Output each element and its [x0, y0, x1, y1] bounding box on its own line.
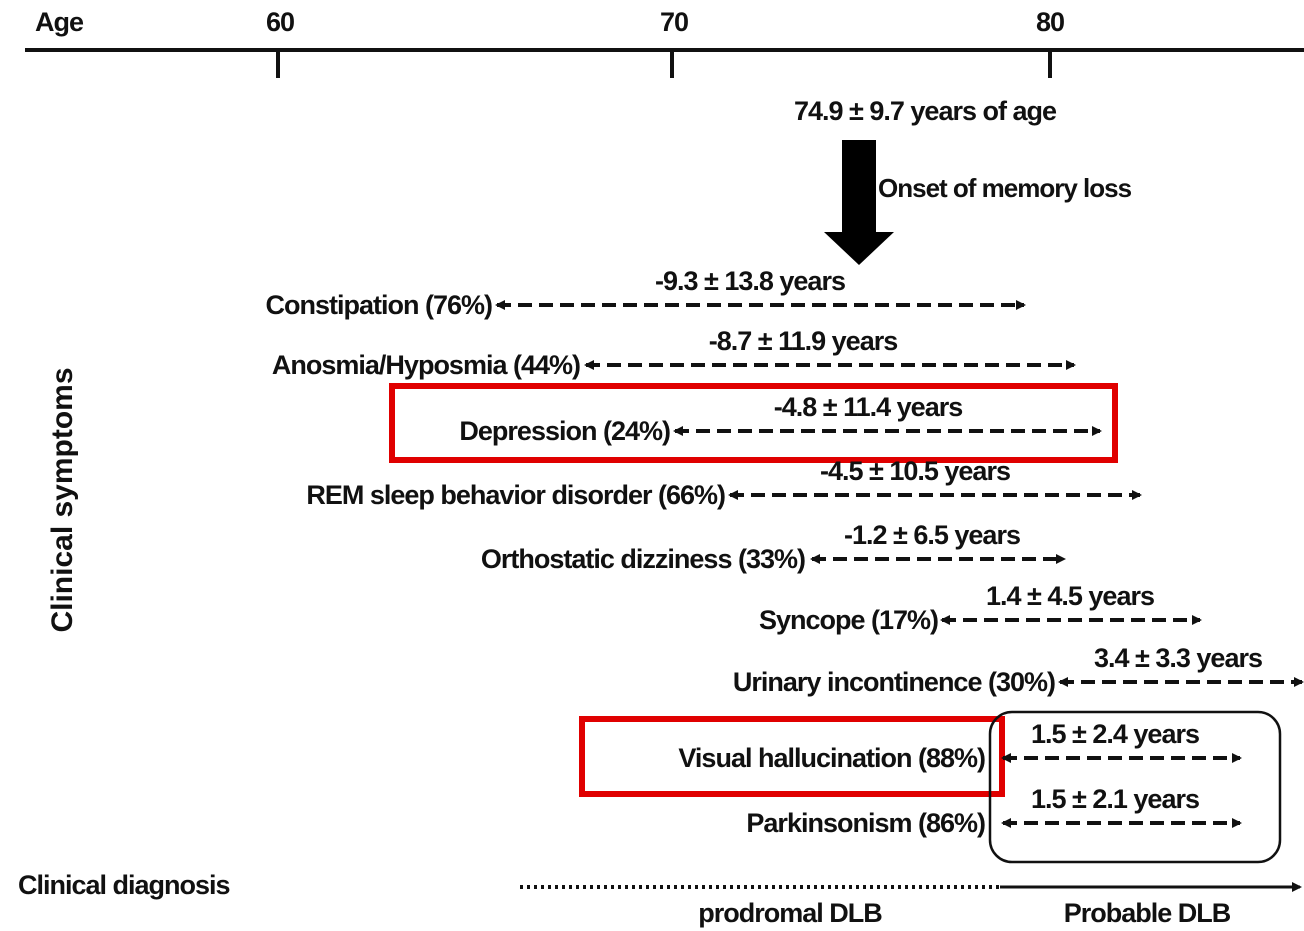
symptom-interval: 3.4 ± 3.3 years: [1094, 643, 1262, 673]
symptom-label: Parkinsonism (86%): [746, 808, 985, 838]
axis-label: Age: [35, 7, 84, 37]
symptom-label: Anosmia/Hyposmia (44%): [272, 350, 580, 380]
symptom-label: Depression (24%): [459, 416, 670, 446]
onset-arrow: [824, 140, 894, 265]
axis-tick-label: 60: [266, 7, 294, 37]
axis-tick-label: 70: [660, 7, 688, 37]
symptom-interval: -1.2 ± 6.5 years: [844, 520, 1020, 550]
symptom-label: Urinary incontinence (30%): [733, 667, 1055, 697]
symptom-interval: 1.5 ± 2.4 years: [1031, 719, 1199, 749]
symptom-interval: -8.7 ± 11.9 years: [709, 326, 897, 356]
symptom-interval: 1.4 ± 4.5 years: [986, 581, 1154, 611]
symptom-interval: -9.3 ± 13.8 years: [655, 266, 845, 296]
symptom-label: Syncope (17%): [759, 605, 938, 635]
symptom-label: Orthostatic dizziness (33%): [481, 544, 805, 574]
onset-age: 74.9 ± 9.7 years of age: [794, 96, 1057, 126]
y-label: Clinical symptoms: [46, 367, 79, 632]
prodromal-label: prodromal DLB: [698, 898, 882, 928]
axis-tick-label: 80: [1036, 7, 1064, 37]
symptom-label: Visual hallucination (88%): [678, 743, 985, 773]
symptom-interval: -4.8 ± 11.4 years: [774, 392, 962, 422]
symptom-interval: -4.5 ± 10.5 years: [820, 456, 1010, 486]
probable-group-box: [988, 710, 1282, 864]
symptom-label: Constipation (76%): [265, 290, 492, 320]
symptom-label: REM sleep behavior disorder (66%): [306, 480, 725, 510]
probable-label: Probable DLB: [1064, 898, 1231, 928]
highlight-box: [389, 383, 1118, 463]
diagnosis-label: Clinical diagnosis: [18, 870, 230, 900]
onset-label: Onset of memory loss: [878, 173, 1132, 203]
symptom-interval: 1.5 ± 2.1 years: [1031, 784, 1199, 814]
